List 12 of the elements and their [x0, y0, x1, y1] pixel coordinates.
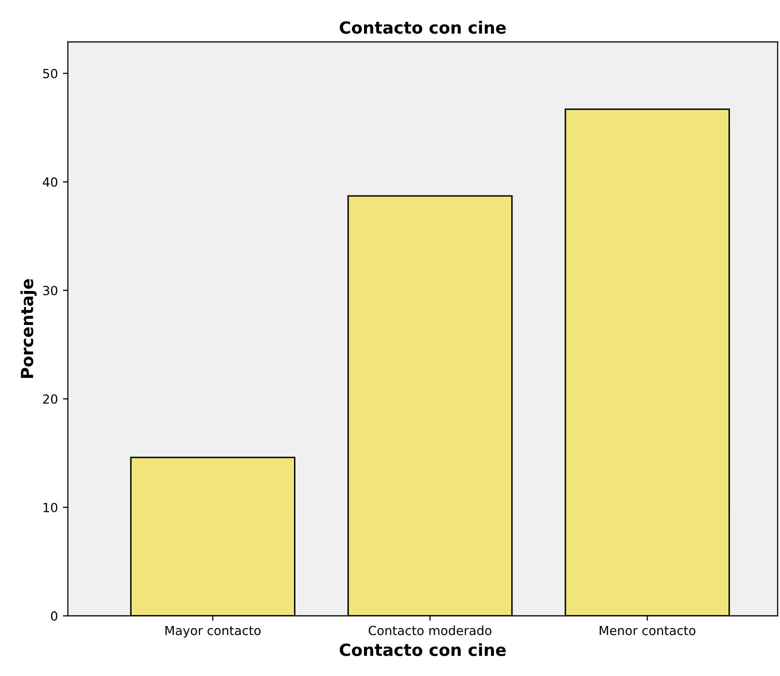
- x-tick-label: Contacto moderado: [368, 626, 492, 636]
- y-tick-label: 10: [44, 502, 58, 512]
- y-tick-label: 30: [43, 286, 58, 296]
- y-axis-title: Porcentaje: [20, 279, 37, 378]
- x-axis-title: Contacto con cine: [340, 643, 506, 656]
- y-tick-label: 0: [51, 611, 58, 621]
- y-tick-label: 50: [43, 68, 58, 78]
- y-tick-label: 20: [43, 394, 58, 404]
- x-tick-label: Menor contacto: [600, 626, 696, 636]
- chart-title: Contacto con cine: [340, 20, 506, 34]
- y-tick-label: 40: [42, 177, 58, 187]
- x-tick-label: Mayor contacto: [165, 626, 261, 638]
